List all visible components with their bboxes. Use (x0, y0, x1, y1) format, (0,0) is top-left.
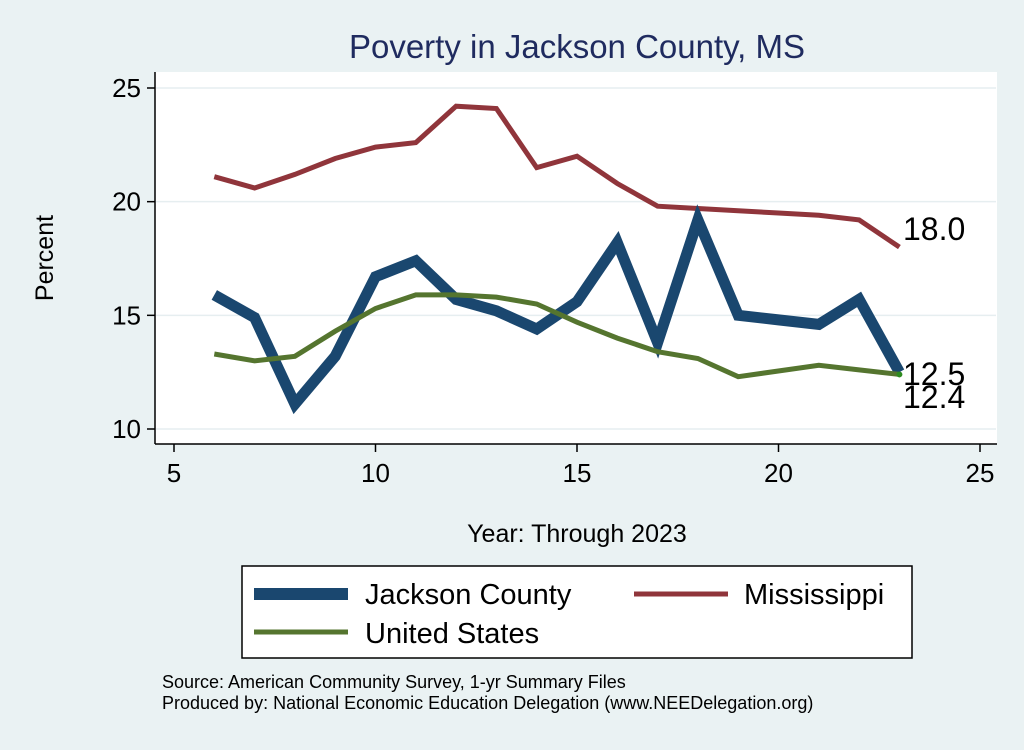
source-note: Source: American Community Survey, 1-yr … (162, 672, 626, 692)
y-tick-label: 15 (112, 300, 141, 330)
x-tick-label: 5 (167, 458, 181, 488)
x-tick-label: 20 (764, 458, 793, 488)
x-tick-label: 25 (966, 458, 995, 488)
y-tick-label: 10 (112, 414, 141, 444)
end-label-jackson-county: 12.5 (903, 356, 965, 392)
legend-label-united-states: United States (365, 618, 539, 650)
axis-ticks: 10 15 20 25 5 10 15 20 25 (112, 73, 994, 488)
end-point-marker (896, 371, 903, 378)
y-tick-label: 25 (112, 73, 141, 103)
gridlines (156, 87, 996, 430)
producer-note: Produced by: National Economic Education… (162, 693, 813, 713)
plot-area (155, 72, 997, 444)
y-tick-label: 20 (112, 187, 141, 217)
series-line-united-states (213, 292, 900, 380)
y-axis-label: Percent (31, 215, 59, 301)
series-lines (211, 103, 905, 415)
x-tick-label: 15 (563, 458, 592, 488)
legend-box (241, 565, 913, 659)
series-line-mississippi (213, 103, 901, 250)
chart-title: Poverty in Jackson County, MS (349, 28, 805, 65)
legend-label-jackson-county: Jackson County (365, 579, 572, 611)
end-label-mississippi: 18.0 (903, 211, 965, 247)
legend-label-mississippi: Mississippi (744, 579, 884, 611)
end-label-united-states: 12.4 (903, 379, 965, 415)
legend: Jackson County Mississippi United States (241, 565, 913, 659)
x-axis-label: Year: Through 2023 (467, 520, 687, 548)
x-tick-label: 10 (361, 458, 390, 488)
